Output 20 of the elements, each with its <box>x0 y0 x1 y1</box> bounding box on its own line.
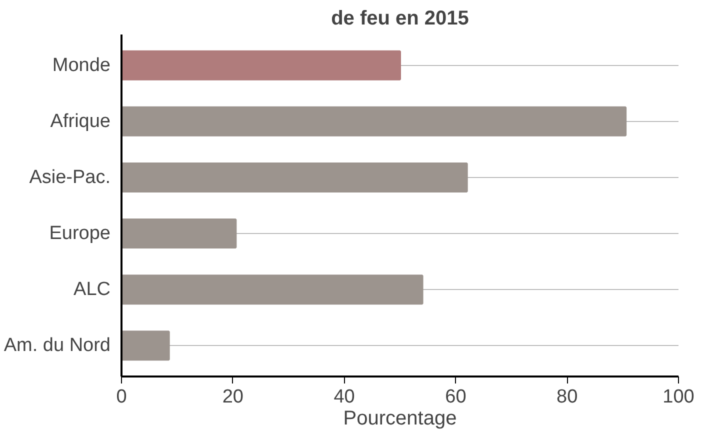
bar <box>122 50 401 80</box>
y-tick-label: Afrique <box>50 110 110 132</box>
x-tick-label: 100 <box>662 386 694 408</box>
y-tick-label: Monde <box>52 54 111 76</box>
y-tick-label: Europe <box>49 223 111 244</box>
x-tick-label: 20 <box>222 386 244 408</box>
bar <box>122 274 424 305</box>
x-tick-label: 0 <box>116 386 127 408</box>
y-tick-label: Am. du Nord <box>4 335 111 356</box>
bar <box>122 106 627 136</box>
bar <box>122 330 170 361</box>
x-tick-label: 60 <box>445 386 466 408</box>
chart-title: de feu en 2015 <box>331 8 469 30</box>
bar <box>122 162 468 192</box>
x-tick-label: 80 <box>556 386 578 408</box>
y-tick-label: Asie-Pac. <box>29 166 111 188</box>
x-tick-label: 40 <box>334 386 355 408</box>
y-tick-label: ALC <box>74 279 111 300</box>
bar <box>122 218 237 249</box>
x-axis-title: Pourcentage <box>343 408 457 430</box>
